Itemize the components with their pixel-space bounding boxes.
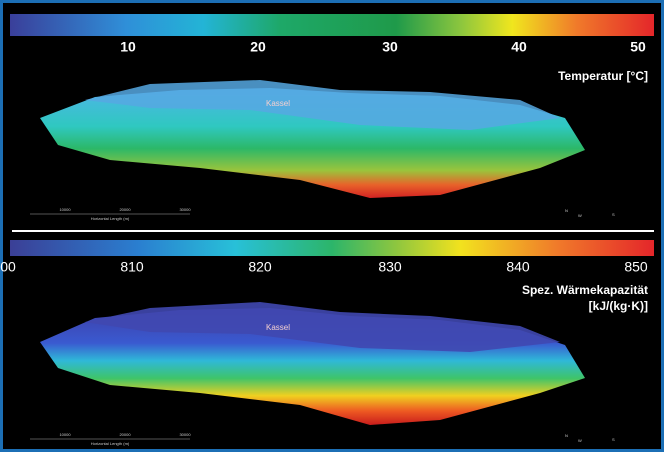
compass-label: N — [565, 433, 568, 438]
scale-caption: Horizontal Length (m) — [91, 441, 130, 446]
colorbar — [10, 14, 654, 36]
compass-label: S — [612, 212, 615, 217]
scale-label: 30000 — [179, 207, 191, 212]
figure: 10 20 30 40 50 Temperatur [°C] Kassel 10000 2000… — [0, 0, 664, 452]
scale-label: 20000 — [119, 207, 131, 212]
colorbar-label: 810 — [120, 259, 144, 275]
compass-label: S — [612, 437, 615, 442]
colorbar-label: 20 — [250, 39, 266, 55]
colorbar-label: 00 — [0, 259, 16, 275]
scale-label: 30000 — [179, 432, 191, 437]
colorbar-label: 850 — [624, 259, 648, 275]
compass-label: N — [565, 208, 568, 213]
scale-label: 10000 — [59, 207, 71, 212]
compass-label: W — [578, 213, 582, 218]
colorbar-label: 50 — [630, 39, 646, 55]
place-label: Kassel — [266, 323, 290, 332]
colorbar-label: 10 — [120, 39, 136, 55]
scale-label: 10000 — [59, 432, 71, 437]
scale-caption: Horizontal Length (m) — [91, 216, 130, 221]
colorbar-label: 30 — [382, 39, 398, 55]
panel-title: Temperatur [°C] — [558, 69, 648, 83]
scale-label: 20000 — [119, 432, 131, 437]
colorbar — [10, 240, 654, 256]
colorbar-label: 840 — [506, 259, 530, 275]
panel-title: Spez. Wärmekapazität — [522, 283, 648, 297]
panel-title: [kJ/(kg·K)] — [589, 299, 648, 313]
place-label: Kassel — [266, 99, 290, 108]
compass-label: W — [578, 438, 582, 443]
colorbar-label: 830 — [378, 259, 402, 275]
colorbar-label: 40 — [511, 39, 527, 55]
colorbar-label: 820 — [248, 259, 272, 275]
